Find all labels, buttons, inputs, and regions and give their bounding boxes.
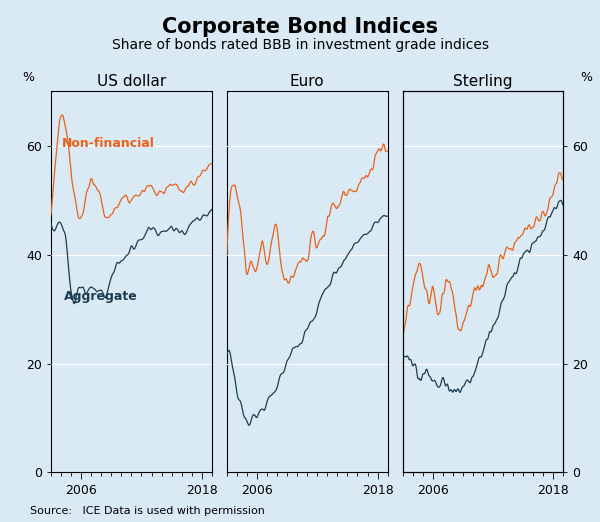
Text: %: % (580, 70, 592, 84)
Text: Source:   ICE Data is used with permission: Source: ICE Data is used with permission (30, 506, 265, 516)
Title: US dollar: US dollar (97, 74, 166, 89)
Title: Euro: Euro (290, 74, 325, 89)
Text: Corporate Bond Indices: Corporate Bond Indices (162, 17, 438, 37)
Title: Sterling: Sterling (453, 74, 513, 89)
Text: Non-financial: Non-financial (62, 137, 155, 150)
Text: Share of bonds rated BBB in investment grade indices: Share of bonds rated BBB in investment g… (112, 38, 488, 52)
Text: %: % (22, 70, 34, 84)
Text: Aggregate: Aggregate (64, 290, 137, 303)
